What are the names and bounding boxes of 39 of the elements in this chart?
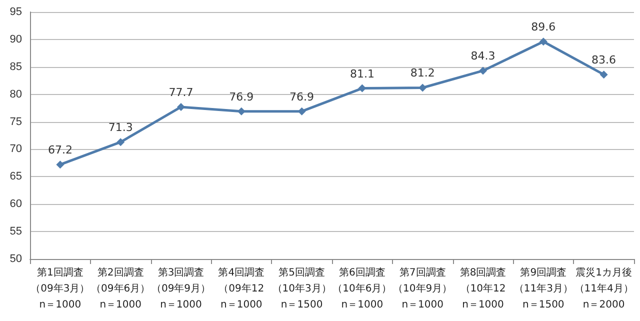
data-label: 81.2 [410, 66, 435, 80]
point [237, 107, 246, 116]
y-tick-label: 95 [10, 6, 22, 18]
x-tick-label: 第1回調査（09年3月） n＝1000 [30, 266, 90, 310]
x-tick-label: 第6回調査（10年6月） n＝1000 [332, 266, 392, 310]
y-tick-label: 60 [10, 198, 22, 210]
point [298, 107, 306, 116]
x-tick-label: 第4回調査（09年12 n＝1000 [218, 266, 265, 310]
x-tick-label: 第3回調査（09年9月） n＝1000 [151, 266, 211, 310]
x-tick-label: 第7回調査（10年9月） n＝1000 [393, 266, 452, 310]
point [56, 160, 64, 169]
point [600, 70, 608, 79]
data-label: 67.2 [48, 144, 72, 157]
x-tick-label: 第9回調査（11年3月） n＝1500 [514, 266, 573, 310]
data-label: 76.9 [229, 90, 254, 104]
x-tick-label: 第5回調査（10年3月） n＝1500 [272, 266, 332, 310]
data-label: 89.6 [531, 20, 556, 34]
x-tick-label: 第2回調査（09年6月） n＝1000 [91, 266, 150, 310]
x-tick-label: 震災1カ月後（11年4月） n＝2000 [574, 266, 634, 310]
x-tick-label: 第8回調査（10年12 n＝1000 [460, 266, 506, 310]
data-label: 83.6 [592, 54, 616, 67]
y-tick-label: 85 [10, 60, 22, 73]
point [177, 102, 185, 111]
point [539, 38, 548, 46]
y-tick-label: 50 [10, 253, 22, 265]
y-tick-label: 70 [10, 143, 22, 156]
point [418, 84, 427, 92]
point [116, 138, 125, 146]
y-tick-label: 55 [10, 226, 22, 238]
data-label: 71.3 [108, 121, 133, 134]
data-label: 81.1 [350, 67, 374, 80]
y-tick-label: 65 [10, 170, 22, 183]
y-tick-label: 90 [10, 33, 22, 46]
data-label: 84.3 [470, 50, 496, 63]
point [479, 66, 487, 75]
y-tick-label: 80 [10, 88, 22, 100]
y-tick-label: 75 [10, 116, 22, 128]
data-label: 77.7 [168, 86, 194, 99]
data-label: 76.9 [290, 90, 314, 104]
